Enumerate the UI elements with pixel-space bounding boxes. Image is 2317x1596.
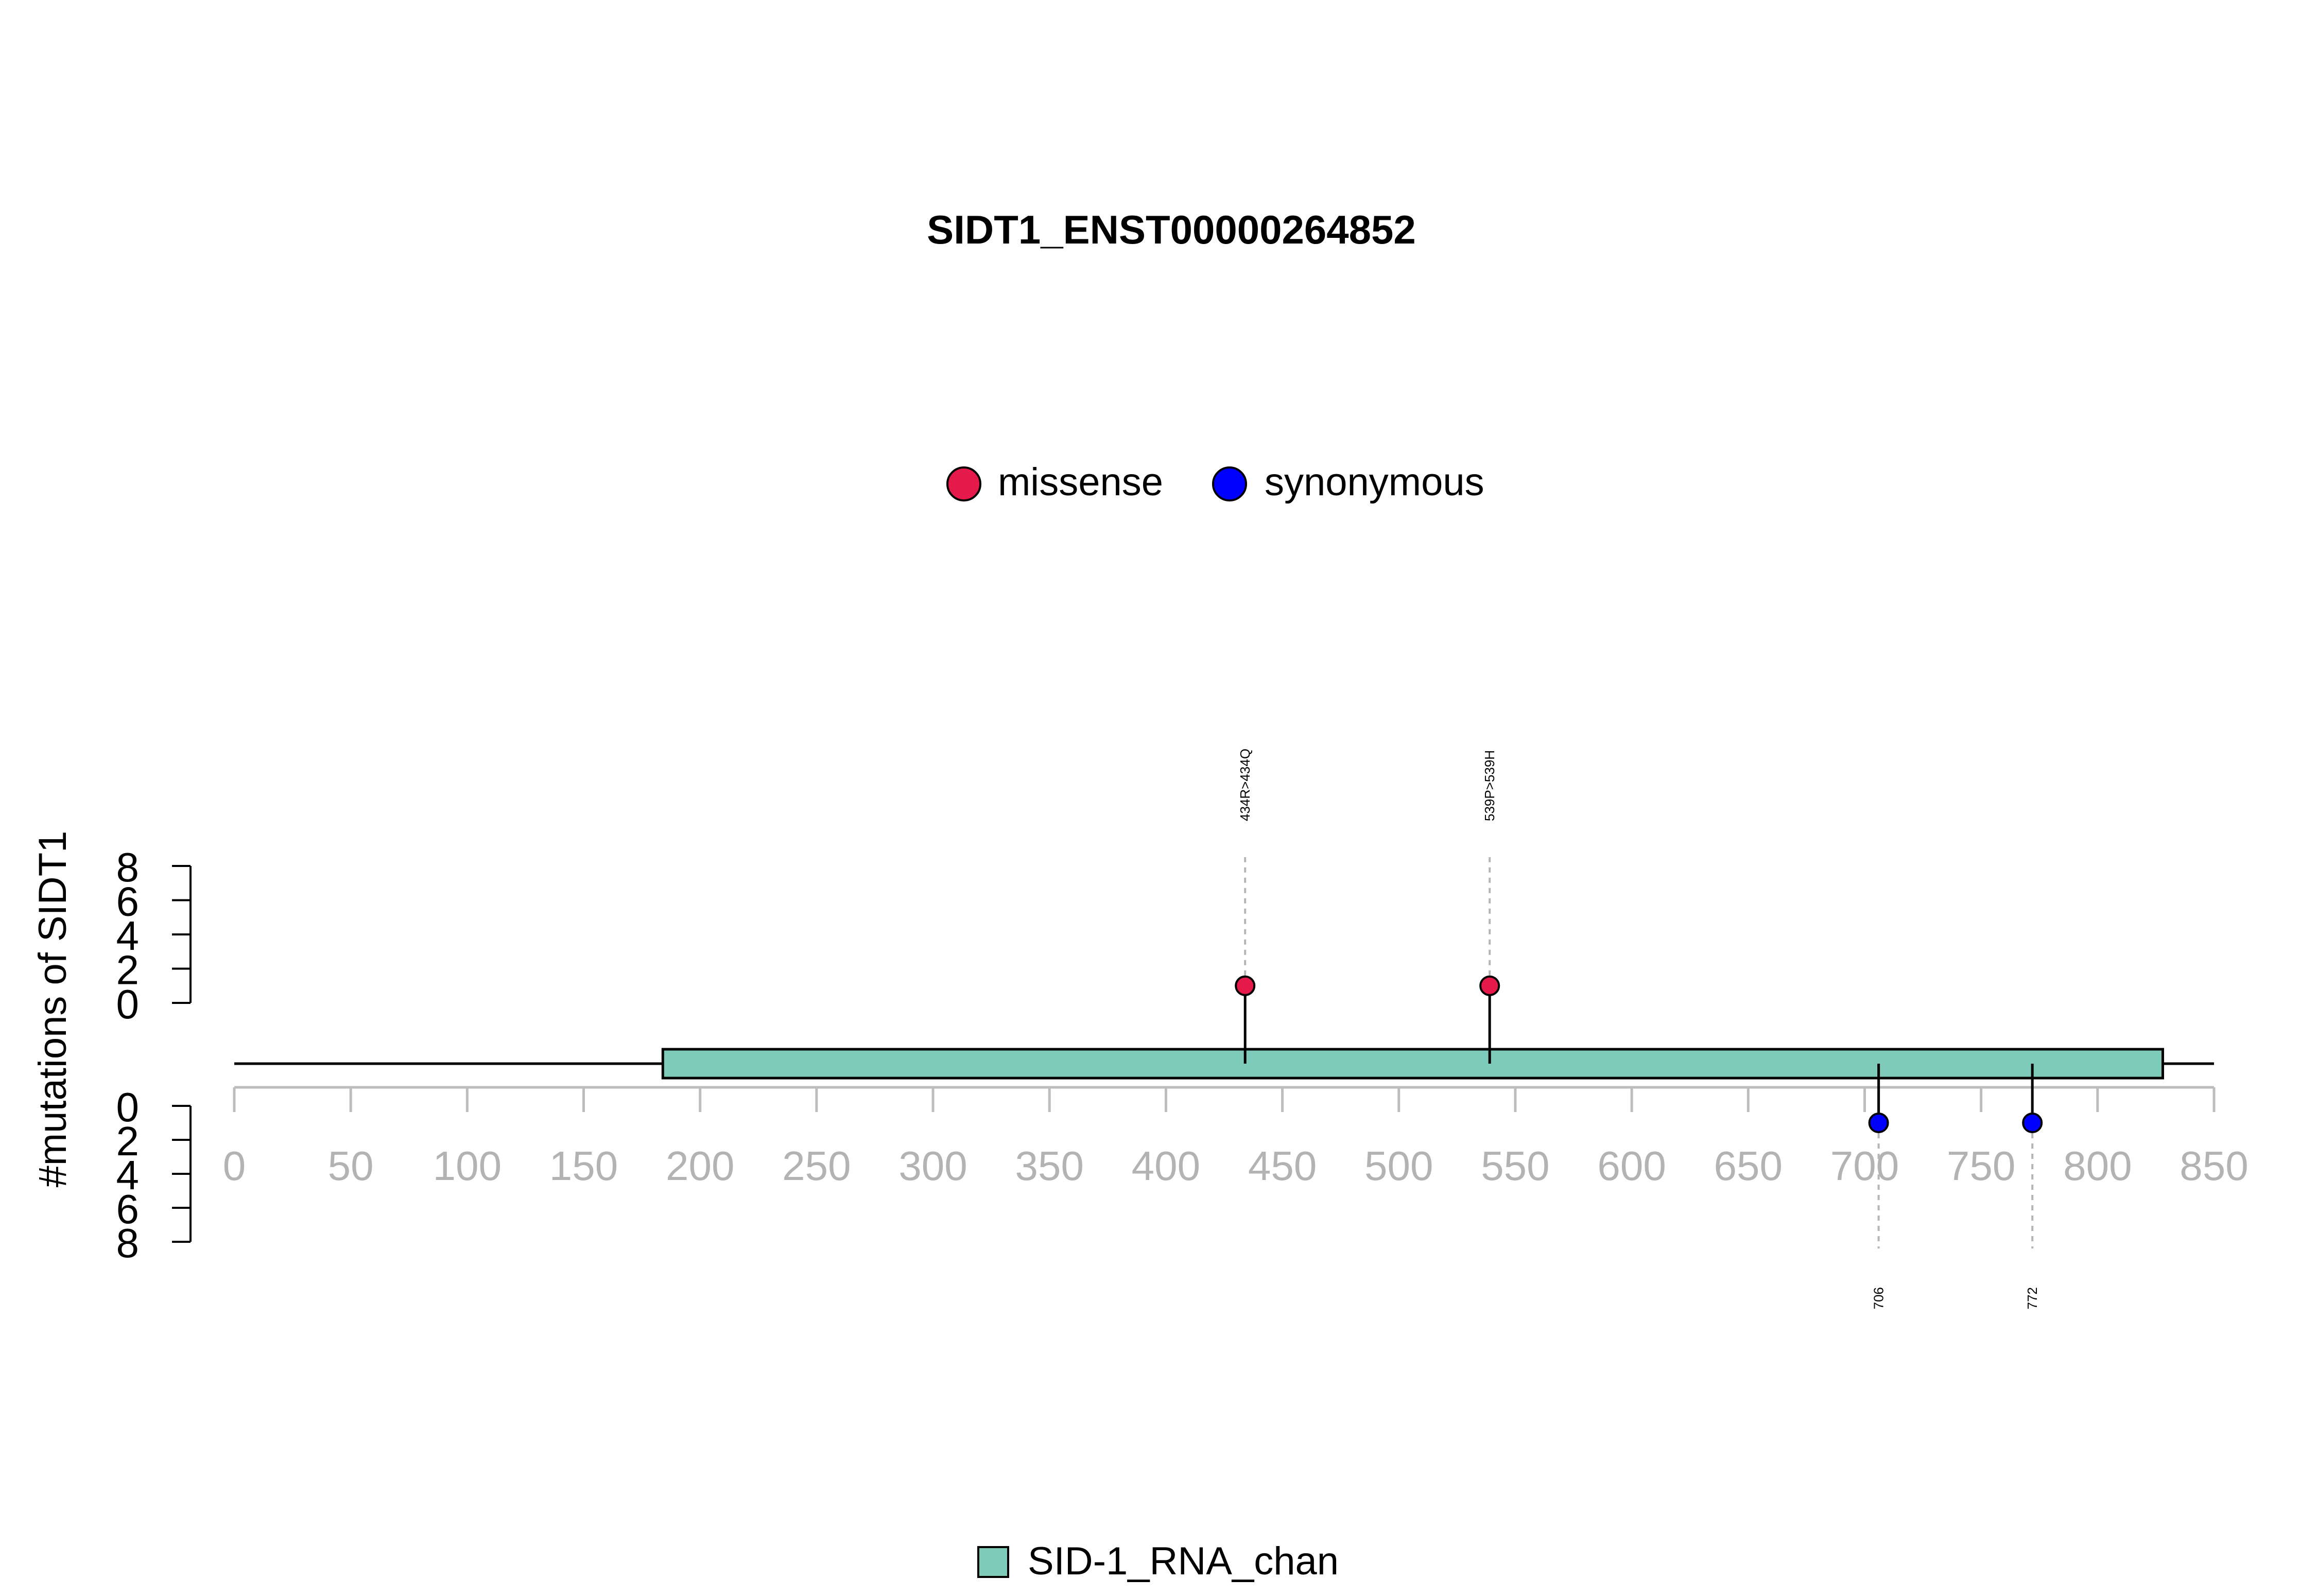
mutation-point — [2022, 1113, 2043, 1133]
y-axis-bottom-tick-label: 8 — [116, 1220, 140, 1266]
x-axis-tick-label: 100 — [433, 1143, 502, 1189]
x-axis-tick-label: 650 — [1714, 1143, 1783, 1189]
x-axis-tick-label: 350 — [1015, 1143, 1083, 1189]
y-axis-bottom-tick-label: 6 — [116, 1186, 140, 1232]
plot-area: 0 50 100 150 200 250 300 350 400 450 500 550 600 650 7… — [116, 749, 2249, 1309]
y-axis-top-tick-label: 4 — [116, 913, 140, 959]
x-axis-tick-label: 0 — [223, 1143, 246, 1189]
y-axis-top-tick-label: 6 — [116, 879, 140, 925]
legend-label-missense: missense — [998, 460, 1163, 504]
y-axis-bottom-tick-label: 2 — [116, 1118, 140, 1164]
legend-top: missense synonymous — [946, 460, 1484, 504]
x-axis-tick-label: 800 — [2063, 1143, 2132, 1189]
x-axis-tick-label: 250 — [782, 1143, 851, 1189]
legend-marker-synonymous — [1212, 466, 1247, 501]
y-axis-label: #mutations of SIDT1 — [31, 831, 75, 1188]
y-axis-bottom-tick-label: 0 — [116, 1084, 140, 1130]
y-axis-top-tick-label: 0 — [116, 981, 140, 1027]
mutation-point — [1868, 1113, 1889, 1133]
legend-domain-swatch — [977, 1546, 1009, 1578]
mutation-label: 706 — [1871, 1287, 1887, 1309]
mutation-point — [1479, 975, 1500, 996]
x-axis-tick-label: 50 — [328, 1143, 374, 1189]
x-axis-tick-label: 600 — [1597, 1143, 1666, 1189]
x-axis-tick-label: 150 — [549, 1143, 618, 1189]
x-axis-tick-label: 850 — [2180, 1143, 2248, 1189]
x-axis-tick-label: 400 — [1132, 1143, 1200, 1189]
x-axis-tick-label: 500 — [1364, 1143, 1433, 1189]
x-axis-tick-label: 450 — [1248, 1143, 1317, 1189]
y-axis-bottom-tick-label: 4 — [116, 1152, 140, 1198]
legend-domain-label: SID-1_RNA_chan — [1028, 1539, 1339, 1583]
x-axis-tick-label: 750 — [1947, 1143, 2015, 1189]
domain-rect — [661, 1048, 2164, 1080]
x-axis-tick-label: 300 — [898, 1143, 967, 1189]
y-axis-top-tick-label: 8 — [116, 844, 140, 890]
legend-bottom: SID-1_RNA_chan — [977, 1539, 1339, 1583]
legend-marker-missense — [946, 466, 981, 501]
mutation-label: 539P>539H — [1482, 750, 1497, 821]
x-axis-tick-label: 550 — [1481, 1143, 1549, 1189]
mutation-point — [1235, 975, 1256, 996]
mutation-label: 772 — [2025, 1287, 2040, 1309]
y-axis-top-tick-label: 2 — [116, 947, 140, 993]
legend-label-synonymous: synonymous — [1265, 460, 1484, 504]
chart-title: SIDT1_ENST00000264852 — [927, 207, 1416, 252]
x-axis-tick-label: 700 — [1830, 1143, 1899, 1189]
x-axis-tick-label: 200 — [666, 1143, 734, 1189]
mutation-label: 434R>434Q — [1237, 749, 1253, 821]
